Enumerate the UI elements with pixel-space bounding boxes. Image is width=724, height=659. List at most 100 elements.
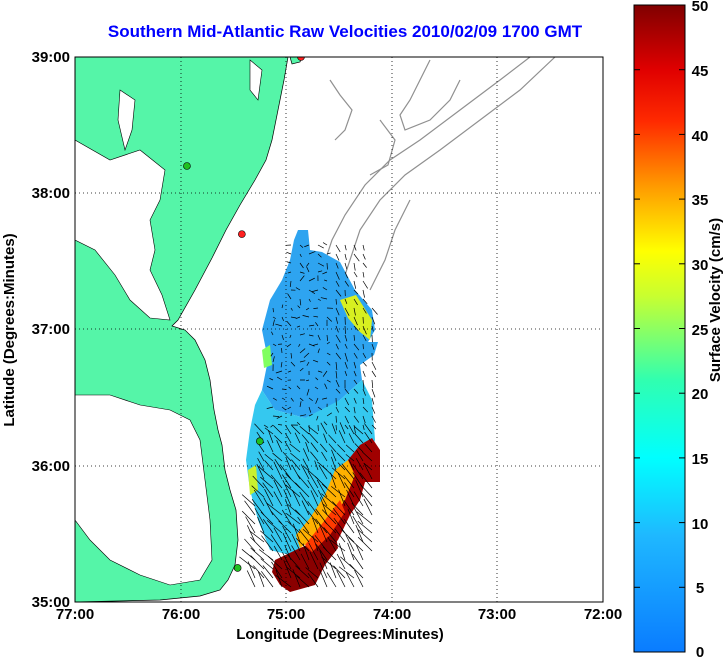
velocity-arrow bbox=[308, 542, 319, 561]
velocity-arrow bbox=[290, 352, 293, 359]
velocity-arrow bbox=[323, 433, 328, 444]
velocity-arrow bbox=[256, 463, 265, 480]
velocity-arrow bbox=[319, 443, 328, 453]
velocity-arrow bbox=[308, 414, 313, 417]
velocity-arrow bbox=[359, 472, 373, 489]
velocity-arrow bbox=[328, 443, 337, 453]
velocity-arrow bbox=[307, 501, 319, 516]
velocity-arrow bbox=[278, 520, 292, 534]
y-tick-label: 38:00 bbox=[32, 185, 70, 202]
velocity-arrow bbox=[299, 491, 310, 507]
velocity-arrow bbox=[258, 571, 265, 588]
velocity-arrow bbox=[319, 524, 328, 543]
velocity-arrow bbox=[245, 516, 256, 534]
velocity-arrow bbox=[353, 397, 357, 404]
velocity-arrow bbox=[246, 525, 256, 543]
velocity-arrow bbox=[320, 297, 328, 300]
velocity-arrow bbox=[354, 426, 364, 435]
velocity-arrow bbox=[302, 458, 310, 471]
velocity-arrow bbox=[344, 424, 349, 430]
velocity-arrow bbox=[343, 500, 355, 516]
velocity-arrow bbox=[275, 323, 283, 327]
velocity-arrow bbox=[324, 383, 328, 390]
velocity-arrow bbox=[371, 379, 374, 389]
velocity-arrow bbox=[305, 442, 310, 453]
velocity-arrow bbox=[363, 462, 373, 471]
velocity-arrow bbox=[362, 406, 369, 413]
velocity-arrow bbox=[251, 485, 265, 498]
velocity-arrow bbox=[250, 555, 265, 570]
velocity-arrow bbox=[362, 253, 366, 260]
colorbar-tick-label: 10 bbox=[692, 516, 709, 533]
velocity-arrow bbox=[292, 523, 301, 543]
velocity-arrow bbox=[291, 459, 301, 471]
velocity-arrow bbox=[299, 367, 304, 372]
velocity-arrow bbox=[254, 423, 265, 435]
velocity-arrow bbox=[352, 463, 364, 480]
velocity-arrow bbox=[344, 370, 348, 377]
velocity-arrow bbox=[290, 397, 294, 402]
velocity-arrow bbox=[371, 388, 376, 398]
velocity-arrow bbox=[241, 494, 256, 507]
y-axis-label: Latitude (Degrees:Minutes) bbox=[1, 233, 18, 426]
velocity-arrow bbox=[262, 565, 274, 579]
velocity-arrow bbox=[289, 280, 292, 288]
velocity-arrow bbox=[272, 356, 275, 363]
velocity-arrow bbox=[344, 298, 348, 304]
velocity-arrow bbox=[262, 519, 274, 534]
velocity-arrow bbox=[322, 465, 337, 480]
velocity-arrow bbox=[333, 565, 346, 579]
velocity-arrow bbox=[305, 307, 310, 311]
velocity-arrow bbox=[362, 334, 367, 342]
velocity-arrow bbox=[364, 423, 373, 435]
velocity-arrow bbox=[335, 406, 339, 413]
velocity-arrow bbox=[286, 321, 292, 327]
velocity-arrow bbox=[252, 475, 265, 489]
velocity-arrow bbox=[310, 451, 319, 462]
velocity-arrow bbox=[331, 449, 337, 462]
station-marker bbox=[255, 437, 264, 446]
velocity-arrow bbox=[299, 401, 302, 408]
velocity-arrow bbox=[306, 266, 310, 273]
velocity-arrow bbox=[332, 501, 346, 516]
velocity-arrow bbox=[276, 376, 283, 381]
velocity-arrow bbox=[335, 262, 339, 269]
velocity-arrow bbox=[273, 425, 283, 435]
plot-area bbox=[75, 57, 603, 602]
velocity-arrow bbox=[326, 316, 333, 322]
velocity-arrow bbox=[264, 460, 274, 471]
velocity-arrow bbox=[316, 415, 319, 421]
velocity-arrow bbox=[353, 334, 355, 341]
velocity-arrow bbox=[335, 280, 340, 287]
velocity-arrow bbox=[315, 543, 328, 561]
velocity-arrow bbox=[307, 572, 319, 588]
velocity-arrow bbox=[286, 261, 292, 264]
station-marker bbox=[183, 162, 191, 170]
velocity-arrow bbox=[362, 298, 368, 305]
velocity-arrow bbox=[326, 361, 331, 366]
velocity-arrow bbox=[272, 343, 277, 347]
velocity-arrow bbox=[266, 502, 283, 516]
velocity-arrow bbox=[281, 348, 283, 354]
velocity-arrow bbox=[281, 334, 284, 340]
velocity-arrow bbox=[301, 434, 310, 444]
velocity-arrow bbox=[326, 341, 330, 345]
velocity-arrow bbox=[244, 500, 256, 516]
velocity-arrow bbox=[317, 348, 320, 354]
velocity-arrow bbox=[287, 406, 292, 410]
velocity-arrow bbox=[297, 305, 301, 309]
velocity-arrow bbox=[298, 529, 310, 543]
velocity-arrow bbox=[299, 397, 304, 402]
velocity-arrow bbox=[295, 565, 310, 579]
velocity-arrow bbox=[288, 386, 292, 390]
station-marker bbox=[238, 230, 246, 238]
velocity-arrow bbox=[302, 448, 310, 462]
velocity-arrow bbox=[354, 569, 364, 588]
velocity-arrow bbox=[312, 517, 319, 534]
velocity-arrow bbox=[270, 534, 283, 552]
velocity-arrow bbox=[353, 289, 359, 295]
velocity-arrow bbox=[290, 307, 293, 311]
velocity-arrow bbox=[344, 361, 348, 369]
velocity-arrow bbox=[345, 444, 355, 453]
velocity-arrow bbox=[308, 334, 314, 337]
